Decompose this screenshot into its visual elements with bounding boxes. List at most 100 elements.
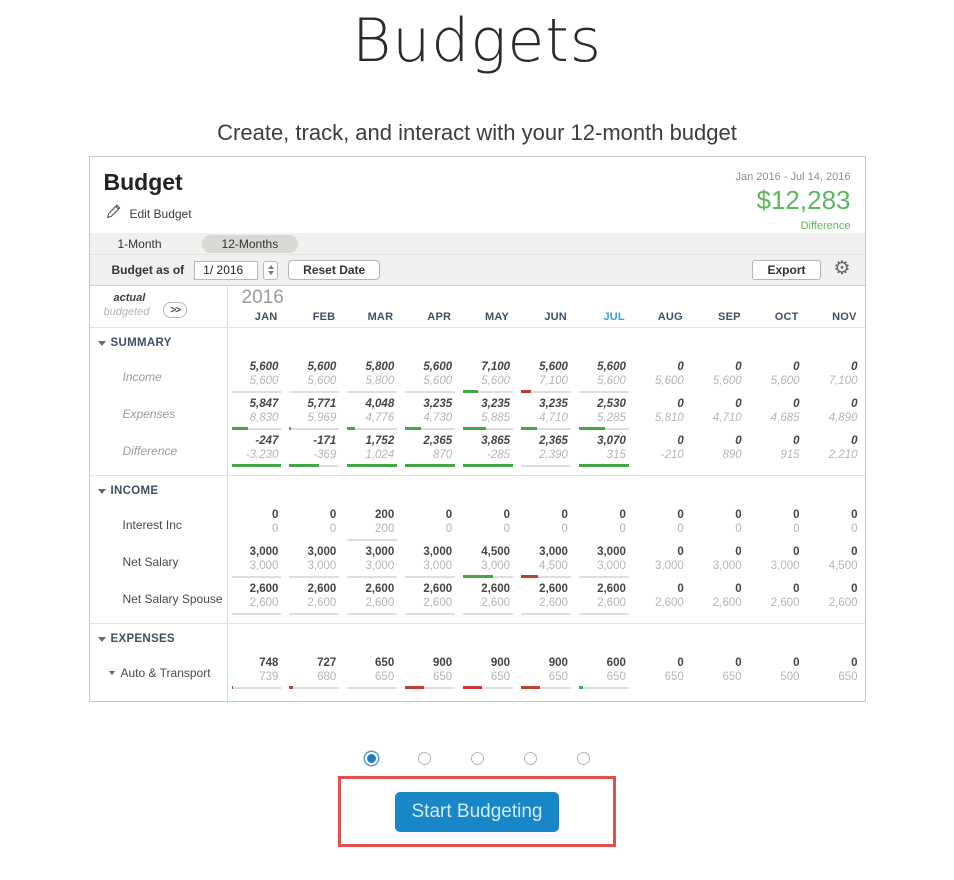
budgeted-value: 0 — [272, 523, 279, 535]
month-header-mar: MAR — [367, 311, 394, 323]
actual-value: 0 — [735, 435, 742, 447]
controls-bar: Budget as of Reset Date Export ⚙ — [89, 255, 865, 286]
month-header-apr: APR — [427, 311, 452, 323]
section-label: SUMMARY — [110, 337, 172, 349]
start-budgeting-button[interactable]: Start Budgeting — [395, 791, 559, 832]
budgeted-value: 2,600 — [307, 597, 337, 609]
budgeted-value: 680 — [317, 671, 337, 683]
annotation-highlight-box: Start Budgeting — [338, 776, 616, 847]
actual-value: 4,500 — [481, 546, 511, 558]
month-header-jan: JAN — [254, 311, 278, 323]
budgeted-value: 7,100 — [539, 375, 568, 387]
actual-value: 2,365 — [423, 435, 453, 447]
actual-value: 2,600 — [539, 583, 568, 595]
budgeted-value: 2,600 — [481, 597, 511, 609]
budget-progress-track — [521, 613, 571, 615]
carousel-dot-2[interactable] — [417, 751, 431, 765]
budget-progress-track — [463, 613, 514, 615]
budget-progress-track — [405, 576, 456, 578]
section-header-summary[interactable]: SUMMARY — [90, 328, 228, 358]
reset-date-button[interactable]: Reset Date — [288, 260, 381, 280]
budgeted-value: 2,210 — [828, 449, 858, 461]
budgeted-value: 2,600 — [423, 597, 453, 609]
budget-cell-auto-transport-nov: 0 650 — [807, 654, 865, 691]
budgeted-value: 3,000 — [597, 560, 626, 572]
budgeted-value: -210 — [660, 449, 684, 461]
budgeted-value: 0 — [619, 523, 626, 535]
budgeted-value: 0 — [329, 523, 337, 535]
section-row-expenses: EXPENSES — [90, 624, 865, 654]
expand-columns-button[interactable]: >> — [163, 302, 188, 318]
budget-progress-track — [347, 464, 398, 467]
actual-value: 727 — [317, 657, 337, 669]
budgeted-value: 5,800 — [365, 375, 395, 387]
actual-value: 0 — [619, 509, 626, 521]
date-stepper[interactable] — [263, 260, 279, 280]
actual-value: 0 — [735, 398, 742, 410]
budget-cell-difference-nov: 0 2,210 — [807, 432, 865, 469]
budget-cell-expenses-feb: 5,771 5,969 — [285, 395, 343, 432]
actual-value: 0 — [793, 583, 800, 595]
budget-cell-difference-jul: 3,070 315 — [575, 432, 633, 469]
budget-progress-track — [521, 390, 571, 393]
actual-value: 0 — [851, 583, 858, 595]
budget-row-net-salary: Net Salary 3,000 3,000 3,000 3,000 3,000 3,000… — [90, 543, 865, 580]
actual-value: 0 — [793, 509, 800, 521]
budgeted-value: 0 — [561, 523, 568, 535]
gear-icon[interactable]: ⚙ — [833, 258, 851, 279]
carousel-dot-5[interactable] — [576, 751, 590, 765]
export-button[interactable]: Export — [752, 260, 821, 280]
section-row-summary: SUMMARY — [90, 328, 865, 358]
edit-budget-link[interactable]: Edit Budget — [106, 203, 192, 224]
budget-date-input[interactable] — [194, 260, 259, 280]
actual-value: 748 — [259, 657, 279, 669]
budgeted-value: 315 — [606, 449, 626, 461]
actual-value: 900 — [490, 657, 511, 669]
budgeted-value: 0 — [735, 523, 742, 535]
carousel-dot-1[interactable] — [364, 751, 378, 765]
collapse-triangle-icon[interactable] — [108, 670, 115, 675]
budget-cell-income-apr: 5,600 5,600 — [401, 358, 459, 395]
carousel-dot-4[interactable] — [523, 751, 537, 765]
budget-row-expenses: Expenses 5,847 8,830 5,771 5,969 4,048 4,776 3,… — [90, 395, 865, 432]
tab-1-month[interactable]: 1-Month — [117, 236, 162, 251]
actual-value: 0 — [793, 361, 800, 373]
month-header-may: MAY — [484, 311, 510, 323]
budget-progress-fill — [405, 464, 456, 467]
budget-as-of-label: Budget as of — [111, 263, 185, 277]
budgeted-value: 2,600 — [249, 597, 279, 609]
budget-progress-track — [289, 576, 340, 578]
budget-cell-auto-transport-feb: 727 680 — [285, 654, 343, 691]
carousel-dot-3[interactable] — [470, 751, 484, 765]
actual-value: 7,100 — [481, 361, 511, 373]
actual-value: 3,235 — [539, 398, 568, 410]
budget-progress-track — [289, 464, 340, 467]
section-divider — [90, 691, 865, 703]
budget-progress-fill — [289, 464, 320, 467]
actual-value: 0 — [851, 361, 858, 373]
actual-value: 2,600 — [423, 583, 453, 595]
actual-value: 5,600 — [307, 361, 337, 373]
budget-cell-income-aug: 0 5,600 — [633, 358, 691, 395]
budget-cell-net-salary-spouse-oct: 0 2,600 — [749, 580, 807, 617]
budget-progress-fill — [463, 575, 494, 578]
budget-cell-net-salary-oct: 0 3,000 — [749, 543, 807, 580]
budgeted-value: 890 — [722, 449, 742, 461]
budget-progress-track — [347, 427, 398, 430]
actual-value: 0 — [445, 509, 453, 521]
row-label: Expenses — [122, 406, 176, 421]
actual-value: 3,235 — [423, 398, 453, 410]
actual-value: 2,530 — [597, 398, 626, 410]
tab-12-months[interactable]: 12-Months — [201, 234, 299, 253]
section-header-expenses[interactable]: EXPENSES — [90, 624, 228, 654]
actual-value: 0 — [503, 509, 511, 521]
actual-value: 0 — [272, 509, 279, 521]
budget-cell-expenses-sep: 0 4,710 — [691, 395, 749, 432]
section-header-income[interactable]: INCOME — [90, 476, 228, 506]
budget-cell-difference-aug: 0 -210 — [633, 432, 691, 469]
budget-progress-fill — [289, 427, 292, 430]
actual-value: 3,000 — [249, 546, 279, 558]
budgeted-value: 3,000 — [654, 560, 684, 572]
budget-progress-fill — [463, 464, 514, 467]
